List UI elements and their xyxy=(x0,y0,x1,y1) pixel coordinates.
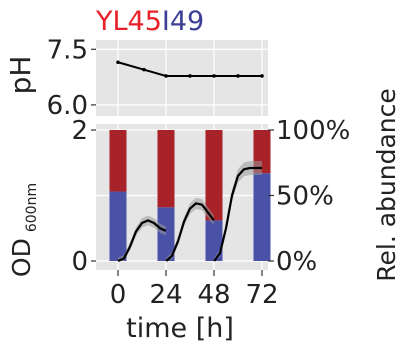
ph-tick-label: 6.0 xyxy=(47,91,88,121)
ph-point xyxy=(116,60,120,65)
od-tick-label: 2 xyxy=(71,116,88,146)
time-tick-label: 48 xyxy=(197,280,230,310)
od-tick-label: 0 xyxy=(71,247,88,277)
ph-panel-background xyxy=(96,40,268,116)
abundance-bar-segment xyxy=(109,191,127,261)
ph-point xyxy=(260,74,264,78)
abundance-bar-segment xyxy=(157,130,175,208)
abundance-bars xyxy=(109,130,271,261)
x-axis-label: time [h] xyxy=(126,313,234,344)
abundance-y-ticks: 100% 50% 0% xyxy=(268,116,350,277)
title-strain-2: I49 xyxy=(162,6,204,37)
ph-point xyxy=(164,74,168,78)
abundance-bar-segment xyxy=(109,130,127,192)
od-label-subscript: 600nm xyxy=(24,183,40,232)
od-axis-label: OD 600nm xyxy=(7,183,40,277)
title-strain-1: YL45 xyxy=(95,6,162,37)
abundance-bar-segment xyxy=(253,173,271,261)
od-y-ticks: 20 xyxy=(71,116,96,277)
chart-title: YL45I49 xyxy=(95,6,204,37)
ph-y-ticks: 7.5 6.0 xyxy=(47,35,96,121)
time-tick-label: 24 xyxy=(149,280,182,310)
abundance-tick-label: 50% xyxy=(276,182,334,212)
abundance-tick-label: 100% xyxy=(276,116,350,146)
time-x-ticks: 0 24 48 72 xyxy=(110,270,279,310)
od-confidence-band xyxy=(214,160,262,261)
abundance-bar-segment xyxy=(205,220,223,261)
abundance-bar-segment xyxy=(205,130,223,221)
ph-point xyxy=(212,74,216,78)
ph-tick-label: 7.5 xyxy=(47,35,88,65)
od-growth-curve xyxy=(117,160,262,263)
abundance-bar-segment xyxy=(157,207,175,261)
ph-point xyxy=(236,74,240,78)
ph-point xyxy=(142,67,146,72)
od-line xyxy=(213,166,262,262)
time-tick-label: 72 xyxy=(245,280,278,310)
ph-point xyxy=(188,74,192,78)
abundance-axis-label: Rel. abundance xyxy=(372,88,398,282)
od-line xyxy=(117,219,167,263)
od-line xyxy=(165,202,215,262)
ph-series xyxy=(116,60,264,78)
ph-gridlines xyxy=(96,40,268,116)
time-tick-label: 0 xyxy=(110,280,127,310)
od-confidence-band xyxy=(118,215,166,261)
od-label-main: OD xyxy=(7,238,36,277)
abundance-tick-label: 0% xyxy=(276,247,317,277)
ph-axis-label: pH xyxy=(4,56,37,95)
